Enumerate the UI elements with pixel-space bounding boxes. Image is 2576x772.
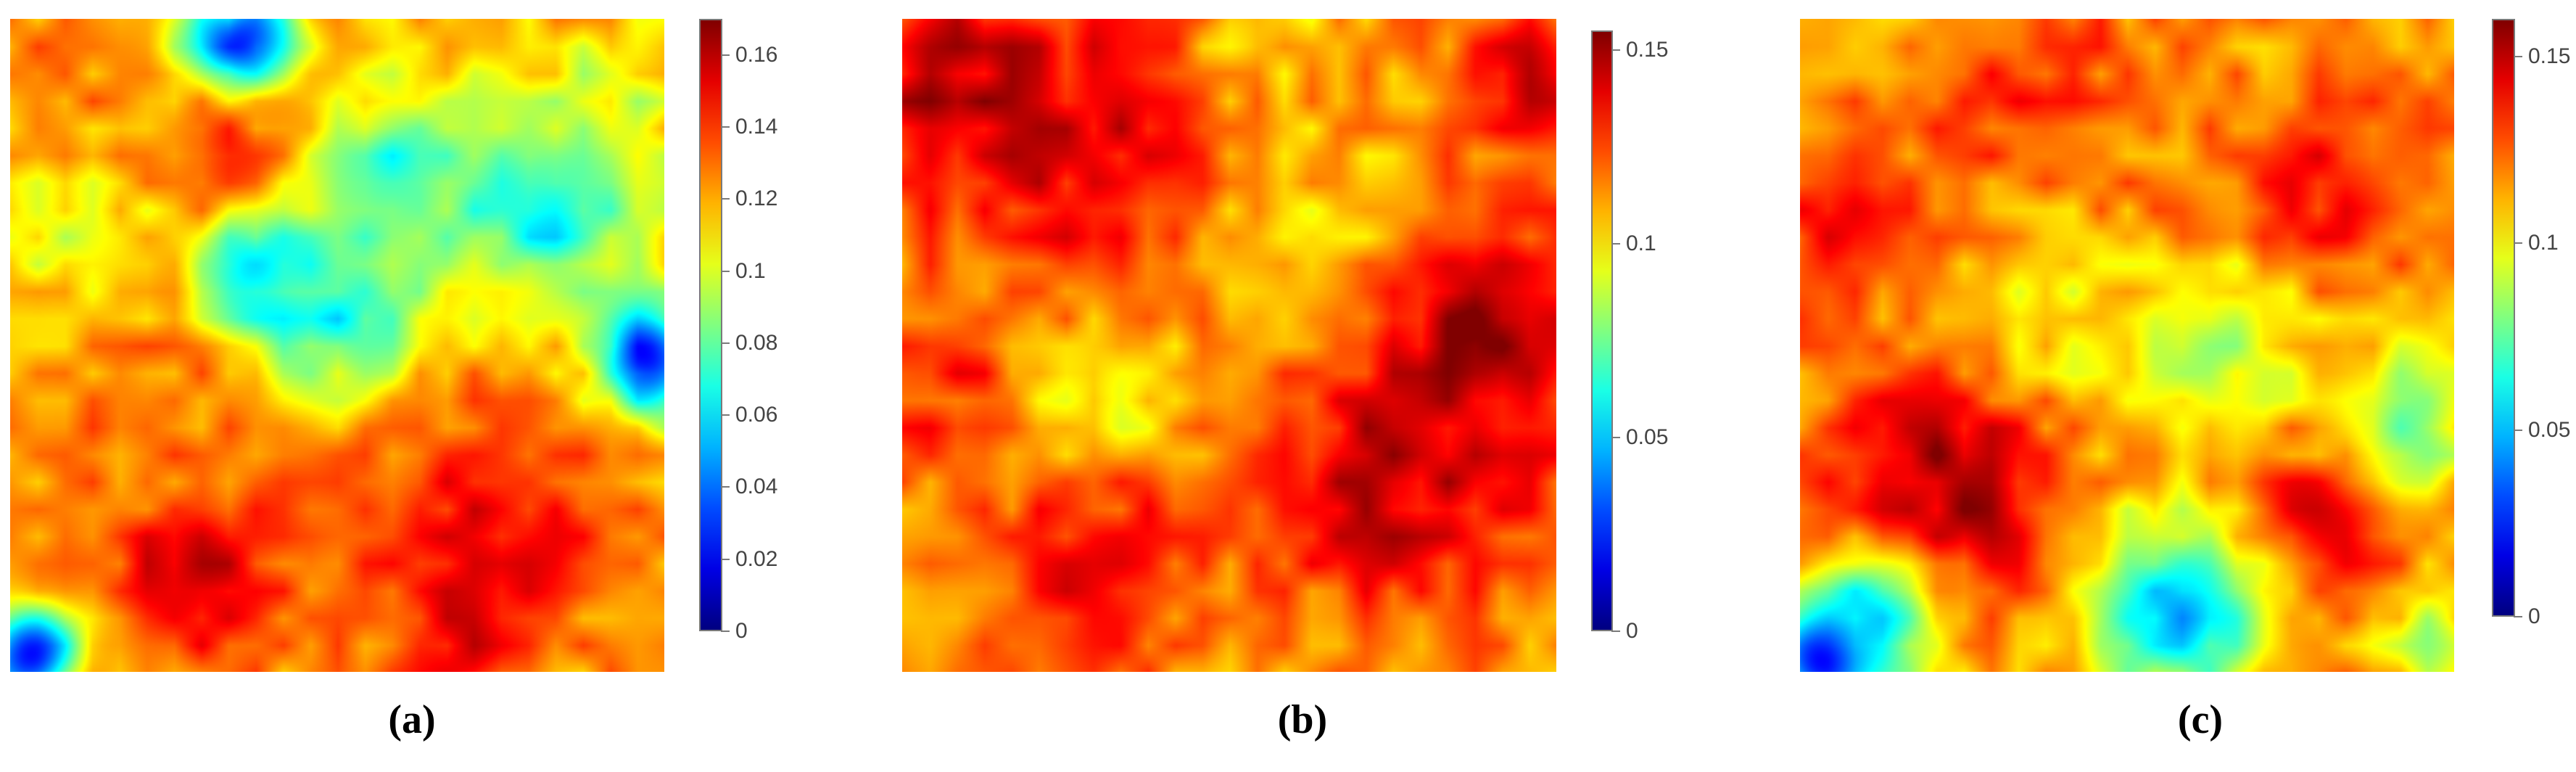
panel-b: 0 0.05 0.1 0.15 (b) <box>859 0 1717 772</box>
colorbar-tick-mark <box>1611 49 1620 51</box>
colorbar-tick-mark <box>721 198 730 200</box>
colorbar-tick-label: 0.05 <box>2528 417 2571 442</box>
heatmap-a <box>10 19 664 672</box>
colorbar-tick-mark <box>721 631 730 632</box>
colorbar-tick-mark <box>1611 436 1620 438</box>
colorbar-tick-mark <box>721 342 730 344</box>
colorbar-tick-label: 0.05 <box>1626 424 1669 449</box>
colorbar-tick-label: 0.12 <box>735 186 778 211</box>
colorbar-tick-mark <box>721 414 730 416</box>
colorbar-tick-mark <box>2514 242 2522 244</box>
colorbar-tick-mark <box>1611 242 1620 245</box>
colorbar-tick-mark <box>721 558 730 560</box>
colorbar-tick-label: 0.04 <box>735 475 778 499</box>
colorbar-tick-label: 0.1 <box>1626 231 1656 255</box>
colorbar-tick-mark <box>721 486 730 488</box>
colorbar-tick-label: 0.02 <box>735 546 778 571</box>
colorbar-tick-mark <box>2514 616 2522 617</box>
colorbar-tick-mark <box>721 54 730 56</box>
colorbar-b <box>1591 30 1613 631</box>
colorbar-tick-mark <box>2514 55 2522 57</box>
colorbar-tick-mark <box>2514 429 2522 431</box>
colorbar-tick-mark <box>721 270 730 272</box>
colorbar-tick-mark <box>721 126 730 128</box>
colorbar-tick-label: 0.1 <box>735 258 766 283</box>
colorbar-tick-label: 0.14 <box>735 114 778 139</box>
heatmap-b <box>902 19 1556 672</box>
panel-label-b: (b) <box>1277 697 1328 742</box>
colorbar-c <box>2492 19 2515 617</box>
colorbar-tick-label: 0 <box>735 619 748 643</box>
colorbar-tick-label: 0.1 <box>2528 231 2559 255</box>
colorbar-tick-label: 0.08 <box>735 330 778 355</box>
colorbar-tick-label: 0.16 <box>735 42 778 67</box>
colorbar-tick-mark <box>1611 631 1620 632</box>
colorbar-tick-label: 0 <box>1626 619 1638 643</box>
colorbar-tick-label: 0.06 <box>735 403 778 427</box>
colorbar-tick-label: 0.15 <box>1626 37 1669 62</box>
panel-c: 0 0.05 0.1 0.15 (c) <box>1717 0 2576 772</box>
heatmap-c <box>1800 19 2454 672</box>
colorbar-a <box>699 19 722 631</box>
panel-a: 0 0.02 0.04 0.06 0.08 0.1 0.12 0.14 0.16 (a) <box>0 0 859 772</box>
panel-label-a: (a) <box>388 697 436 742</box>
colorbar-tick-label: 0.15 <box>2528 44 2571 68</box>
panel-label-c: (c) <box>2177 697 2224 742</box>
colorbar-tick-label: 0 <box>2528 604 2540 628</box>
